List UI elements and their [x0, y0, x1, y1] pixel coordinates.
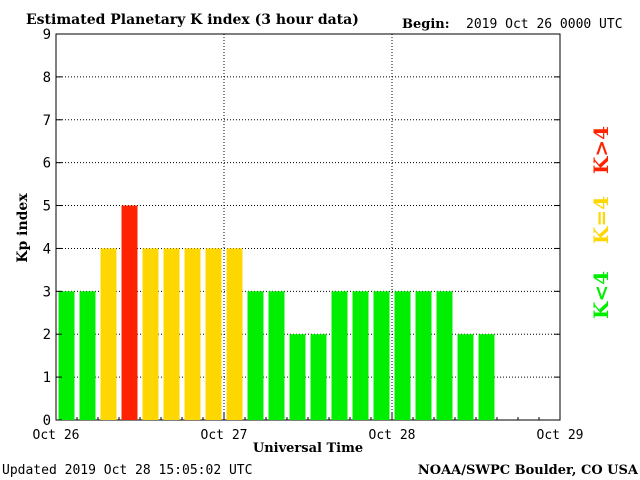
begin-value: 2019 Oct 26 0000 UTC — [466, 17, 623, 32]
y-tick-label: 5 — [43, 199, 51, 215]
kp-bar — [415, 291, 432, 420]
kp-bar — [121, 205, 138, 420]
x-tick-label: Oct 29 — [537, 428, 584, 443]
kp-bar — [457, 334, 474, 420]
bars — [58, 205, 495, 420]
legend-item: K=4 — [589, 196, 613, 244]
legend-item: K<4 — [589, 271, 613, 319]
kp-bar — [331, 291, 348, 420]
kp-bar — [205, 248, 222, 420]
kp-bar — [352, 291, 369, 420]
y-tick-label: 6 — [43, 156, 51, 172]
y-tick-label: 7 — [43, 113, 51, 129]
begin-label: Begin: — [402, 17, 450, 32]
y-axis: 0 1 2 3 4 5 6 7 8 9 — [43, 27, 560, 429]
kp-bar — [247, 291, 264, 420]
kp-bar — [436, 291, 453, 420]
kp-bar — [100, 248, 117, 420]
legend-item: K>4 — [589, 126, 613, 174]
kp-bar — [373, 291, 390, 420]
y-tick-label: 3 — [43, 284, 51, 300]
legend: K>4 K=4 K<4 — [589, 126, 613, 319]
updated-text: Updated 2019 Oct 28 15:05:02 UTC — [2, 463, 252, 478]
y-tick-label: 1 — [43, 370, 51, 386]
x-tick-label: Oct 28 — [369, 428, 416, 443]
x-axis: Oct 26 Oct 27 Oct 28 Oct 29 — [33, 412, 584, 443]
kp-bar — [142, 248, 159, 420]
kp-bar — [79, 291, 96, 420]
kp-bar — [58, 291, 75, 420]
y-tick-label: 9 — [43, 27, 51, 43]
y-tick-label: 0 — [43, 413, 51, 429]
chart-title: Estimated Planetary K index (3 hour data… — [26, 12, 359, 28]
y-tick-label: 4 — [43, 241, 51, 257]
kp-bar — [163, 248, 180, 420]
kp-bar — [394, 291, 411, 420]
kp-bar — [310, 334, 327, 420]
source-text: NOAA/SWPC Boulder, CO USA — [418, 463, 639, 478]
plot-area — [55, 33, 561, 421]
kp-bar — [226, 248, 243, 420]
grid-lines — [56, 34, 560, 420]
y-axis-label: Kp index — [15, 193, 31, 263]
kp-bar — [478, 334, 495, 420]
kp-bar — [184, 248, 201, 420]
y-tick-label: 2 — [43, 327, 51, 343]
x-tick-label: Oct 26 — [33, 428, 80, 443]
kp-bar — [268, 291, 285, 420]
x-axis-label: Universal Time — [253, 441, 363, 456]
y-tick-label: 8 — [43, 70, 51, 86]
kp-bar — [289, 334, 306, 420]
x-tick-label: Oct 27 — [201, 428, 248, 443]
